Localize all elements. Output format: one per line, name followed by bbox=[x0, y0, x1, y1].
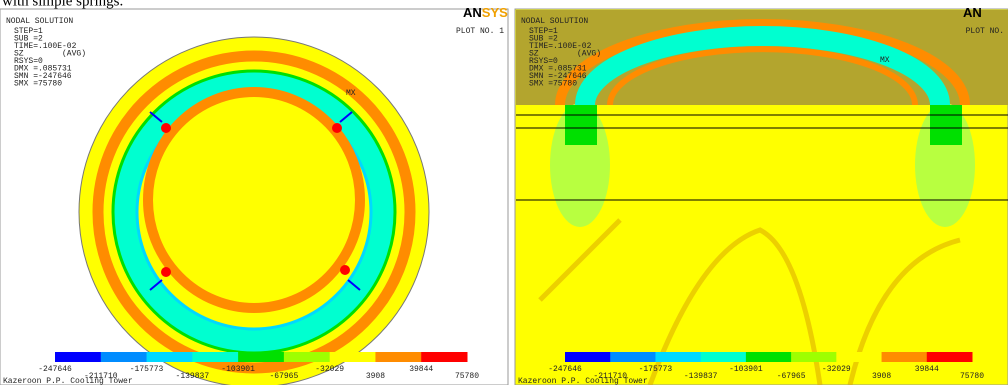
legend-swatch bbox=[101, 352, 147, 362]
legend-swatch bbox=[565, 352, 611, 362]
legend-swatch bbox=[927, 352, 973, 362]
legend-swatch bbox=[238, 352, 284, 362]
logo-light: SYS bbox=[482, 5, 508, 20]
legend-value: -247646 bbox=[548, 365, 582, 374]
legend-value: 75780 bbox=[455, 372, 479, 381]
legend-swatch bbox=[330, 352, 376, 362]
legend-swatch bbox=[284, 352, 330, 362]
footer: Kazeroon P.P. Cooling Tower bbox=[518, 377, 648, 385]
caption-fragment: with simple springs. bbox=[2, 0, 123, 9]
plot-number: PLOT NO. 1 bbox=[456, 27, 504, 36]
legend-swatch bbox=[655, 352, 701, 362]
legend-value: -139837 bbox=[684, 372, 718, 381]
legend-swatch bbox=[610, 352, 656, 362]
legend-swatch bbox=[192, 352, 238, 362]
legend-swatch bbox=[421, 352, 467, 362]
page: with simple springs. NODAL SOLUTION bbox=[0, 0, 1008, 385]
plot-info: SMX =75780 bbox=[529, 80, 577, 89]
plot-number: PLOT NO. bbox=[966, 27, 1004, 36]
legend-swatch bbox=[836, 352, 882, 362]
legend-value: -32029 bbox=[822, 365, 851, 374]
legend-value: 3908 bbox=[366, 372, 385, 381]
legend-value: -247646 bbox=[38, 365, 72, 374]
legend-value: -139837 bbox=[176, 372, 210, 381]
plot-title: NODAL SOLUTION bbox=[521, 17, 588, 26]
plot-title: NODAL SOLUTION bbox=[6, 17, 73, 26]
legend-swatch bbox=[746, 352, 792, 362]
logo: ANSYS bbox=[463, 5, 508, 20]
legend-swatch bbox=[55, 352, 101, 362]
legend-swatch bbox=[375, 352, 421, 362]
legend-value: 3908 bbox=[872, 372, 891, 381]
max-marker: MX bbox=[346, 89, 356, 98]
legend-swatch bbox=[791, 352, 837, 362]
legend-swatch bbox=[882, 352, 928, 362]
legend-value: -67965 bbox=[269, 372, 298, 381]
legend-value: -175773 bbox=[130, 365, 164, 374]
legend-swatch bbox=[147, 352, 193, 362]
legend-value: 39844 bbox=[915, 365, 939, 374]
logo: AN bbox=[963, 5, 982, 20]
legend-value: -175773 bbox=[639, 365, 673, 374]
plot-info: SMX =75780 bbox=[14, 80, 62, 89]
legend-value: -32029 bbox=[315, 365, 344, 374]
legend-swatch bbox=[701, 352, 747, 362]
logo-dark: AN bbox=[463, 5, 482, 20]
circular-plot bbox=[79, 37, 429, 385]
plot-info: (AVG) bbox=[62, 50, 86, 59]
footer: Kazeroon P.P. Cooling Tower bbox=[3, 377, 133, 385]
max-marker: MX bbox=[880, 56, 890, 65]
logo-dark: AN bbox=[963, 5, 982, 20]
legend-value: -103901 bbox=[729, 365, 763, 374]
legend-value: 75780 bbox=[960, 372, 984, 381]
plot-info: (AVG) bbox=[577, 50, 601, 59]
legend-value: -67965 bbox=[777, 372, 806, 381]
legend-value: 39844 bbox=[409, 365, 433, 374]
legend-value: -103901 bbox=[221, 365, 255, 374]
